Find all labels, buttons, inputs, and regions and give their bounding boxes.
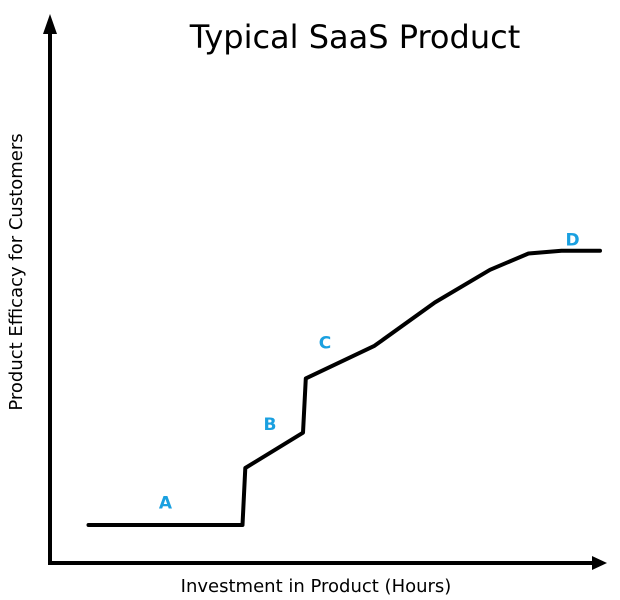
annotations: A B C D <box>159 230 580 513</box>
x-axis-label: Investment in Product (Hours) <box>181 576 452 597</box>
annotation-d: D <box>565 230 579 250</box>
x-axis-arrow <box>592 556 607 570</box>
chart-title: Typical SaaS Product <box>189 18 520 56</box>
annotation-c: C <box>319 334 331 354</box>
y-axis-arrow <box>43 14 57 34</box>
y-axis-label: Product Efficacy for Customers <box>6 133 27 410</box>
annotation-a: A <box>159 494 173 514</box>
series-line <box>86 248 602 527</box>
annotation-b: B <box>264 415 277 435</box>
